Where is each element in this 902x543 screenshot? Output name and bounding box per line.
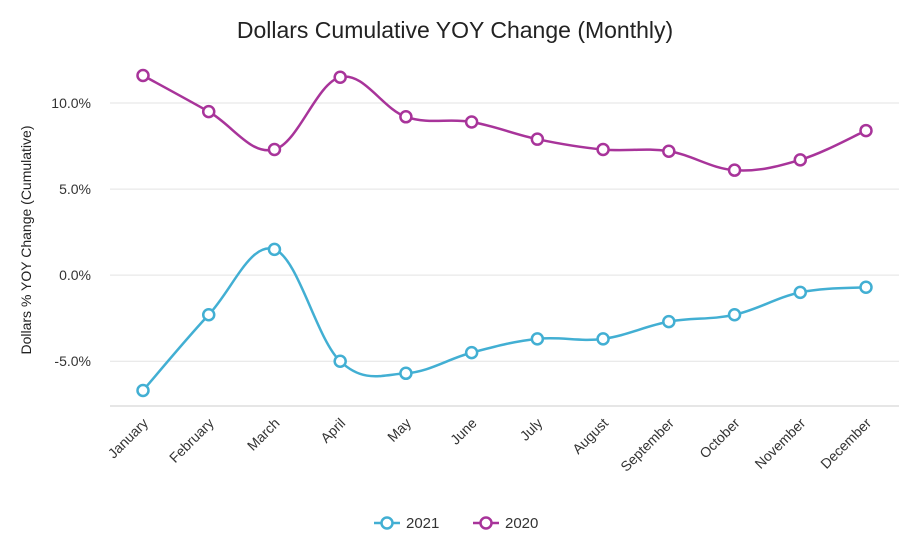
legend-label: 2021 [406, 515, 439, 532]
data-point[interactable] [399, 366, 413, 381]
x-tick-label: June [447, 415, 480, 448]
data-point[interactable] [136, 68, 150, 83]
legend-item-2020[interactable]: 2020 [473, 515, 538, 532]
series-2021 [136, 242, 873, 398]
x-axis-ticks: January February March April May June July Augu… [105, 415, 875, 475]
x-tick-label: April [317, 415, 348, 446]
gridlines [110, 102, 899, 407]
y-axis-ticks: 10.0% 5.0% 0.0% -5.0% [51, 95, 91, 369]
data-point[interactable] [530, 332, 545, 346]
x-tick-label: October [696, 415, 743, 462]
series-line [142, 74, 867, 172]
x-tick-label: July [517, 415, 546, 444]
data-point[interactable] [333, 354, 347, 368]
data-point[interactable] [596, 332, 610, 346]
data-point[interactable] [727, 308, 742, 322]
x-tick-label: May [384, 415, 414, 445]
data-point[interactable] [464, 345, 479, 360]
data-point[interactable] [530, 132, 545, 146]
data-point[interactable] [201, 308, 216, 322]
x-tick-label: February [166, 415, 217, 466]
data-point[interactable] [267, 242, 282, 257]
data-point[interactable] [333, 70, 347, 84]
data-point[interactable] [793, 285, 808, 300]
data-point[interactable] [662, 144, 676, 158]
y-tick-label: 10.0% [51, 95, 91, 111]
x-tick-label: March [244, 415, 283, 454]
x-tick-label: December [817, 415, 874, 472]
y-axis-label: Dollars % YOY Change (Cumulative) [18, 125, 34, 354]
x-tick-label: January [105, 415, 152, 462]
series-line [142, 247, 867, 392]
data-point[interactable] [793, 153, 808, 167]
legend: 2021 2020 [374, 515, 538, 532]
data-point[interactable] [727, 163, 742, 177]
y-tick-label: -5.0% [54, 353, 91, 369]
data-point[interactable] [859, 123, 873, 138]
data-point[interactable] [399, 110, 413, 124]
data-point[interactable] [859, 280, 873, 294]
x-tick-label: September [617, 415, 677, 475]
legend-marker [380, 516, 394, 530]
data-point[interactable] [136, 383, 150, 398]
legend-item-2021[interactable]: 2021 [374, 515, 439, 532]
y-tick-label: 0.0% [59, 267, 91, 283]
data-point[interactable] [464, 115, 479, 129]
data-point[interactable] [201, 104, 216, 119]
chart-title: Dollars Cumulative YOY Change (Monthly) [237, 17, 673, 43]
data-point[interactable] [662, 314, 676, 329]
legend-label: 2020 [505, 515, 538, 532]
series-lines [136, 68, 873, 398]
data-point[interactable] [267, 142, 282, 157]
legend-marker [479, 516, 493, 530]
series-2020 [136, 68, 873, 177]
data-point[interactable] [596, 142, 610, 157]
x-tick-label: August [569, 415, 611, 457]
y-tick-label: 5.0% [59, 181, 91, 197]
x-tick-label: November [751, 415, 808, 472]
